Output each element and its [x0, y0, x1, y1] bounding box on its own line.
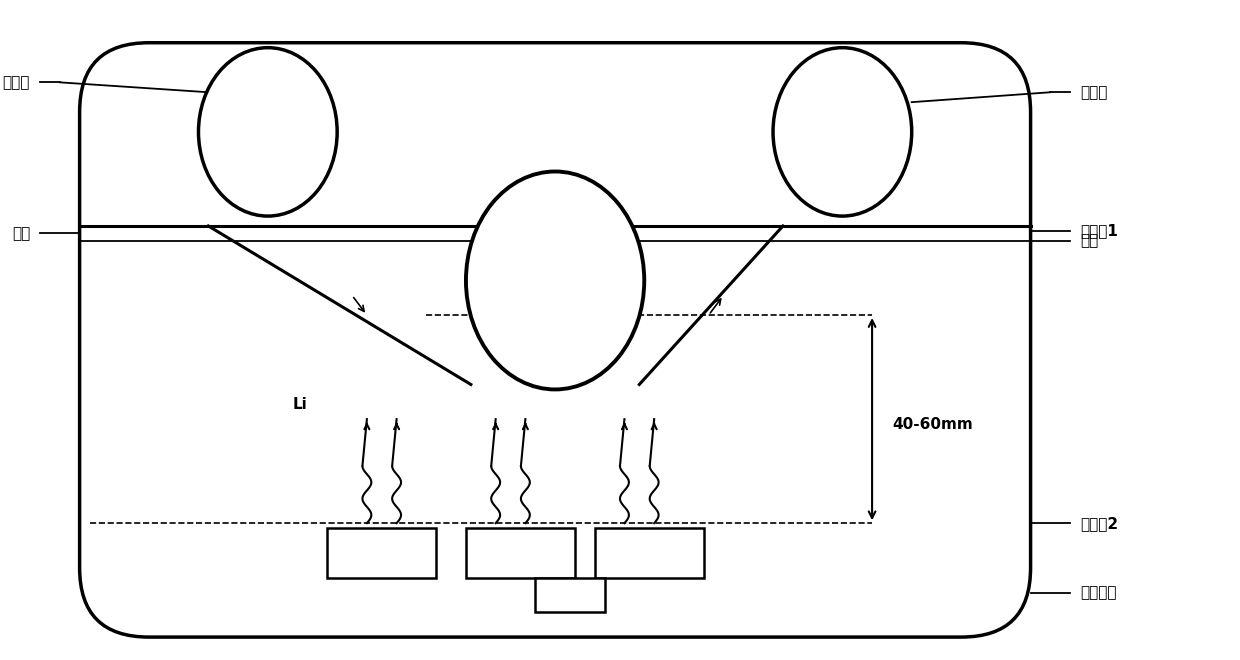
Text: 收卷辊: 收卷辊: [1080, 84, 1107, 100]
Text: 溅射靶材: 溅射靶材: [1080, 585, 1116, 600]
Ellipse shape: [198, 48, 337, 216]
Text: 40-60mm: 40-60mm: [892, 416, 972, 432]
FancyBboxPatch shape: [79, 43, 1030, 637]
Text: 基带: 基带: [12, 226, 30, 241]
Bar: [327, 528, 436, 578]
Bar: [466, 528, 575, 578]
Text: 真空室2: 真空室2: [1080, 515, 1118, 531]
Text: 放卷辊: 放卷辊: [2, 75, 30, 90]
Text: Li: Li: [293, 397, 308, 412]
Text: 主辊: 主辊: [1080, 234, 1099, 248]
Ellipse shape: [773, 48, 911, 216]
Ellipse shape: [466, 172, 645, 389]
Text: 真空室1: 真空室1: [1080, 224, 1118, 238]
Bar: [595, 528, 703, 578]
Bar: [536, 578, 605, 612]
